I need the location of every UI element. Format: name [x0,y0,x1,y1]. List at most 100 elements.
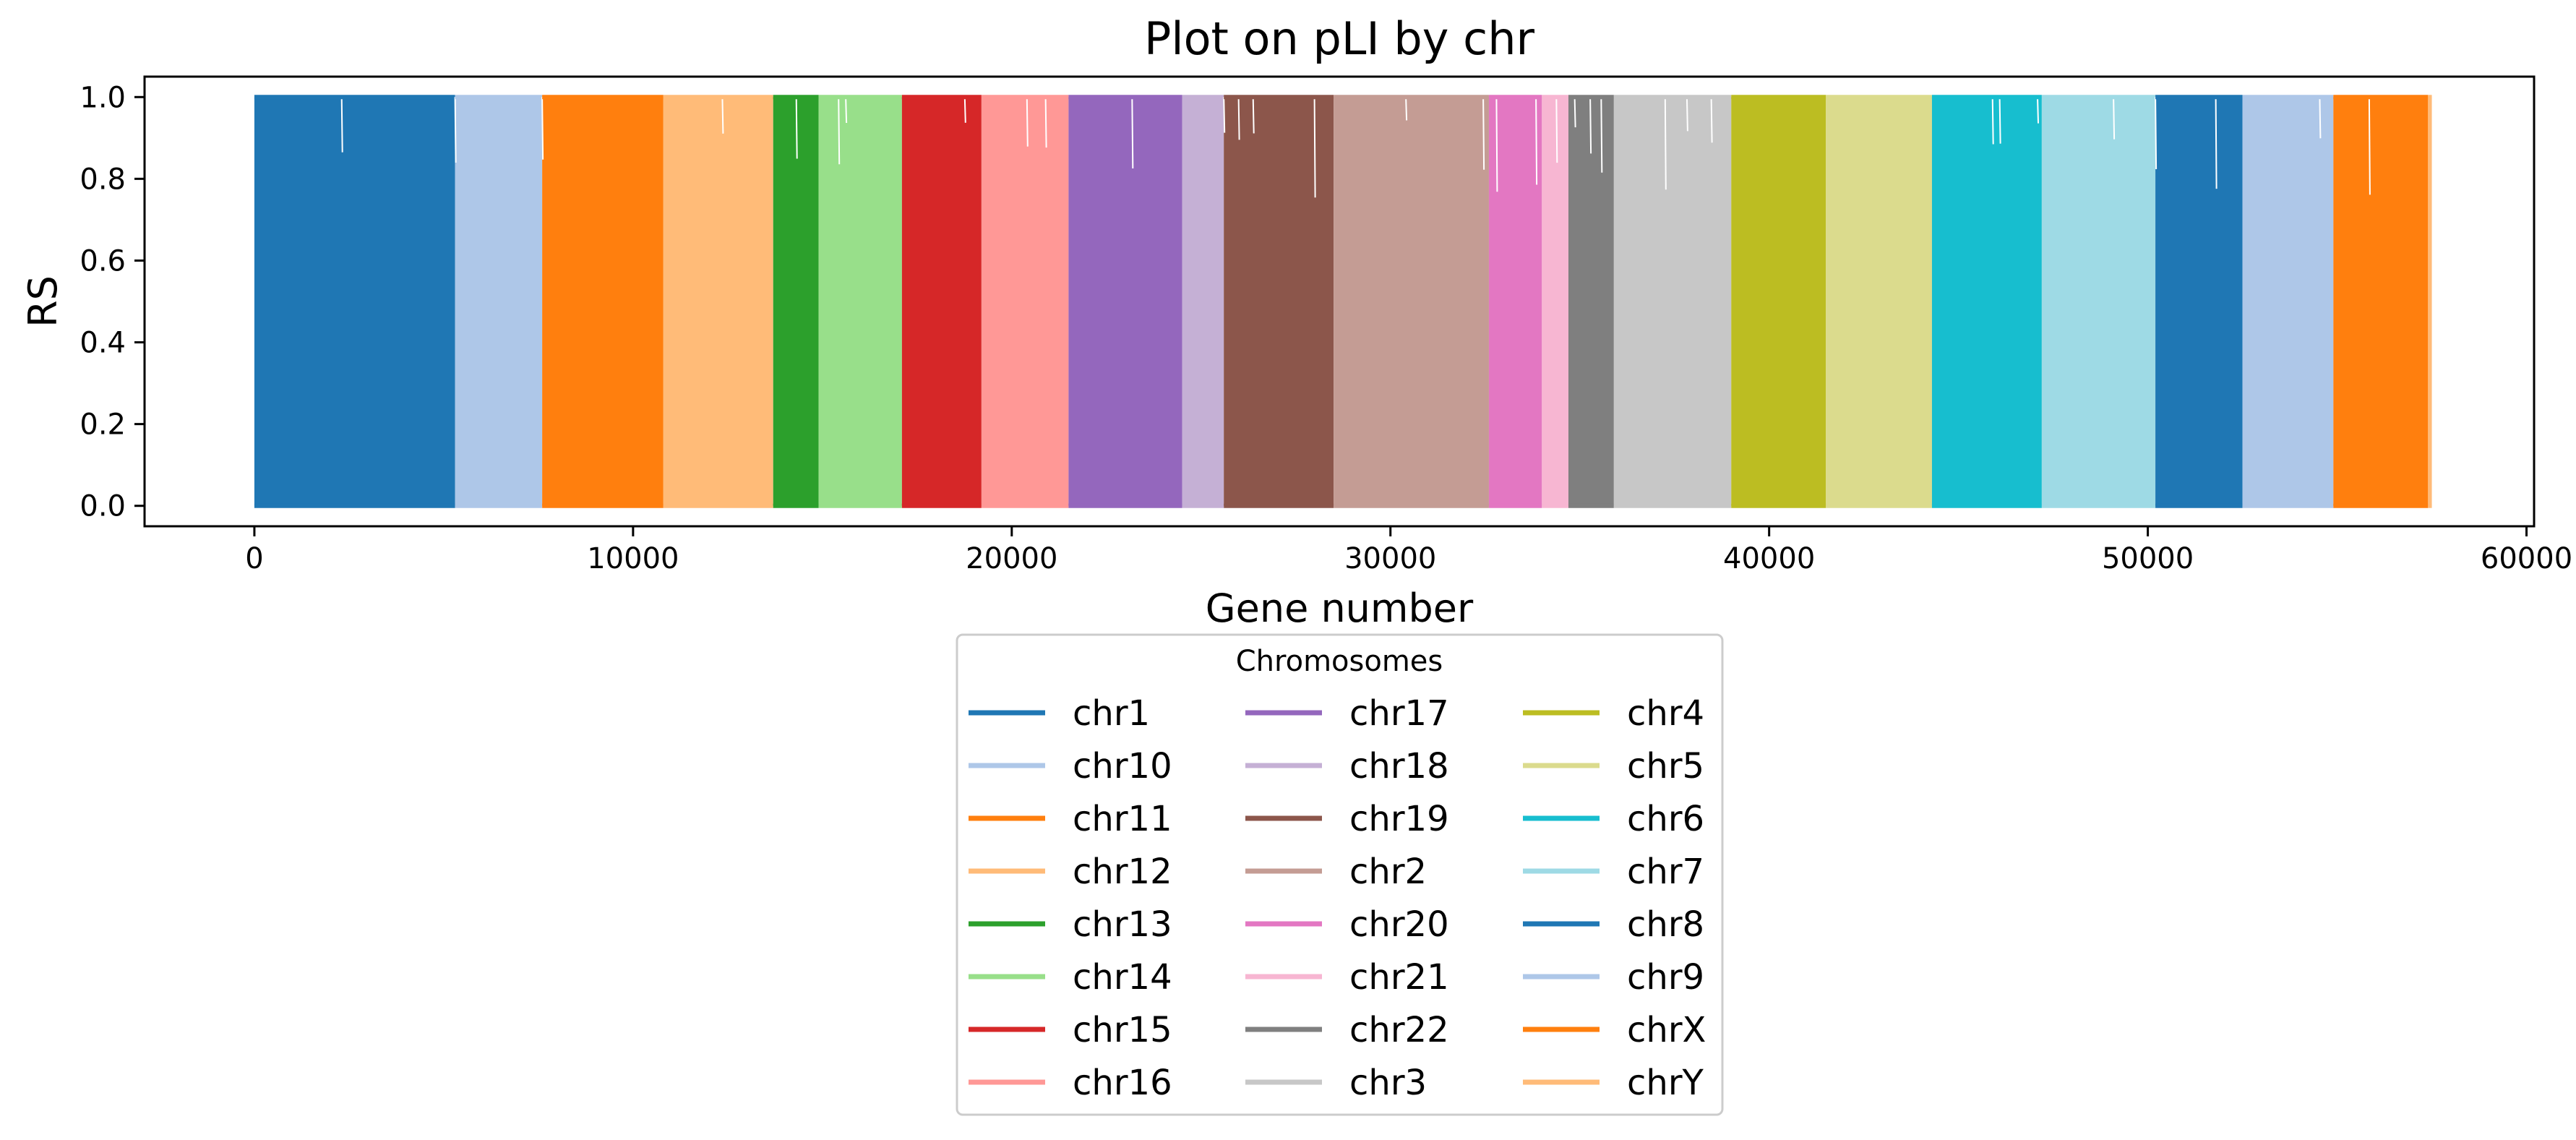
y-tick-label: 1.0 [80,81,126,114]
series-gaps-chr12 [721,97,724,134]
x-tick-label: 30000 [1344,542,1436,575]
legend-label: chrY [1627,1063,1704,1103]
series-chr21 [1542,95,1568,508]
series-chr9 [2242,95,2334,508]
series-gaps-chr19 [1223,97,1316,198]
x-tick-label: 50000 [2102,542,2194,575]
x-tick-label: 60000 [2481,542,2572,575]
legend-item-chr7: chr7 [1523,852,1704,892]
series-band-chr17 [1068,97,1182,506]
series-band-chr16 [981,97,1069,506]
chart-title: Plot on pLI by chr [1144,12,1535,65]
series-chr3 [1613,95,1732,508]
legend-label: chr20 [1349,904,1449,945]
series-gaps-chr7 [2113,97,2116,140]
legend-label: chr19 [1349,799,1449,839]
series-gaps-chr15 [963,97,966,123]
series-band-chr8 [2155,97,2243,506]
series-band-chr22 [1568,97,1614,506]
legend-label: chr9 [1627,957,1704,998]
legend-label: chr1 [1073,693,1150,734]
x-axis-label: Gene number [1206,586,1474,631]
series-chr12 [663,95,773,508]
x-tick-label: 0 [245,542,263,575]
legend-item-chrY: chrY [1523,1063,1704,1103]
series-gaps-chr3 [1664,97,1713,190]
x-tick-label: 20000 [966,542,1057,575]
y-tick-label: 0.6 [80,244,126,278]
legend-item-chr3: chr3 [1245,1063,1427,1103]
x-tick-label: 40000 [1723,542,1815,575]
series-gaps-chr2 [1405,97,1485,170]
series-gaps-chrX [2368,97,2371,195]
series-chr18 [1182,95,1224,508]
legend-label: chr15 [1073,1010,1172,1050]
legend-item-chr15: chr15 [969,1010,1172,1050]
y-axis: 0.0 0.2 0.4 0.6 0.8 1.0 [80,81,145,523]
legend-item-chr9: chr9 [1523,957,1704,998]
legend-item-chr10: chr10 [969,746,1172,787]
series-gaps-chr10 [454,97,457,163]
series-chr7 [2041,95,2156,508]
series-chr10 [454,95,543,508]
legend-label: chr13 [1073,904,1172,945]
legend-label: chr22 [1349,1010,1449,1050]
legend-label: chr21 [1349,957,1449,998]
legend-label: chr5 [1627,746,1704,787]
legend-item-chr5: chr5 [1523,746,1704,787]
legend-item-chr6: chr6 [1523,799,1704,839]
series-band-chr18 [1182,97,1224,506]
series-band-chr11 [542,97,664,506]
legend-label: chr11 [1073,799,1172,839]
series-chr13 [773,95,819,508]
plot-area [254,95,2432,508]
series-chr19 [1223,95,1334,508]
x-axis: 0 10000 20000 30000 40000 50000 60000 [245,526,2572,575]
series-band-chr5 [1826,97,1932,506]
series-band-chr6 [1931,97,2042,506]
legend-label: chr18 [1349,746,1449,787]
legend-item-chr20: chr20 [1245,904,1449,945]
x-tick-label: 10000 [587,542,679,575]
series-chrY [2428,95,2432,508]
series-chr22 [1568,95,1614,508]
series-band-chr19 [1224,97,1334,506]
series-gaps-chr1 [340,97,343,153]
legend-entries: chr1 chr10 chr11 chr12 chr13 chr14 chr15 chr16 c… [969,693,1706,1103]
series-gaps-chr8 [2155,97,2217,189]
legend-item-chr22: chr22 [1245,1010,1449,1050]
legend-label: chr4 [1627,693,1704,734]
y-tick-label: 0.4 [80,327,126,360]
series-band-chr12 [663,97,773,506]
series-chr14 [818,95,902,508]
legend-label: chr2 [1349,852,1427,892]
series-gaps-chr9 [2319,97,2322,139]
series-chr4 [1731,95,1826,508]
legend-label: chr3 [1349,1063,1427,1103]
legend-label: chr16 [1073,1063,1172,1103]
series-band-chr1 [254,97,455,506]
y-axis-label: RS [20,275,66,327]
series-gaps-chr16 [1026,97,1047,148]
legend-label: chr17 [1349,693,1449,734]
legend-label: chr8 [1627,904,1704,945]
series-gaps-chr22 [1573,97,1603,173]
legend-item-chr4: chr4 [1523,693,1704,734]
series-gaps-chr17 [1131,97,1134,169]
series-band-chr14 [818,97,902,506]
series-band-chr4 [1731,97,1826,506]
legend-label: chr12 [1073,852,1172,892]
legend-item-chr16: chr16 [969,1063,1172,1103]
legend-label: chr7 [1627,852,1704,892]
legend-label: chr6 [1627,799,1704,839]
series-gaps-chr20 [1495,97,1538,192]
legend-label: chr10 [1073,746,1172,787]
y-tick-label: 0.2 [80,408,126,442]
series-band-chr7 [2041,97,2156,506]
legend-item-chr18: chr18 [1245,746,1449,787]
y-tick-label: 0.8 [80,163,126,196]
series-chr15 [901,95,982,508]
series-gaps-chr6 [1991,97,2039,145]
legend-item-chr2: chr2 [1245,852,1427,892]
